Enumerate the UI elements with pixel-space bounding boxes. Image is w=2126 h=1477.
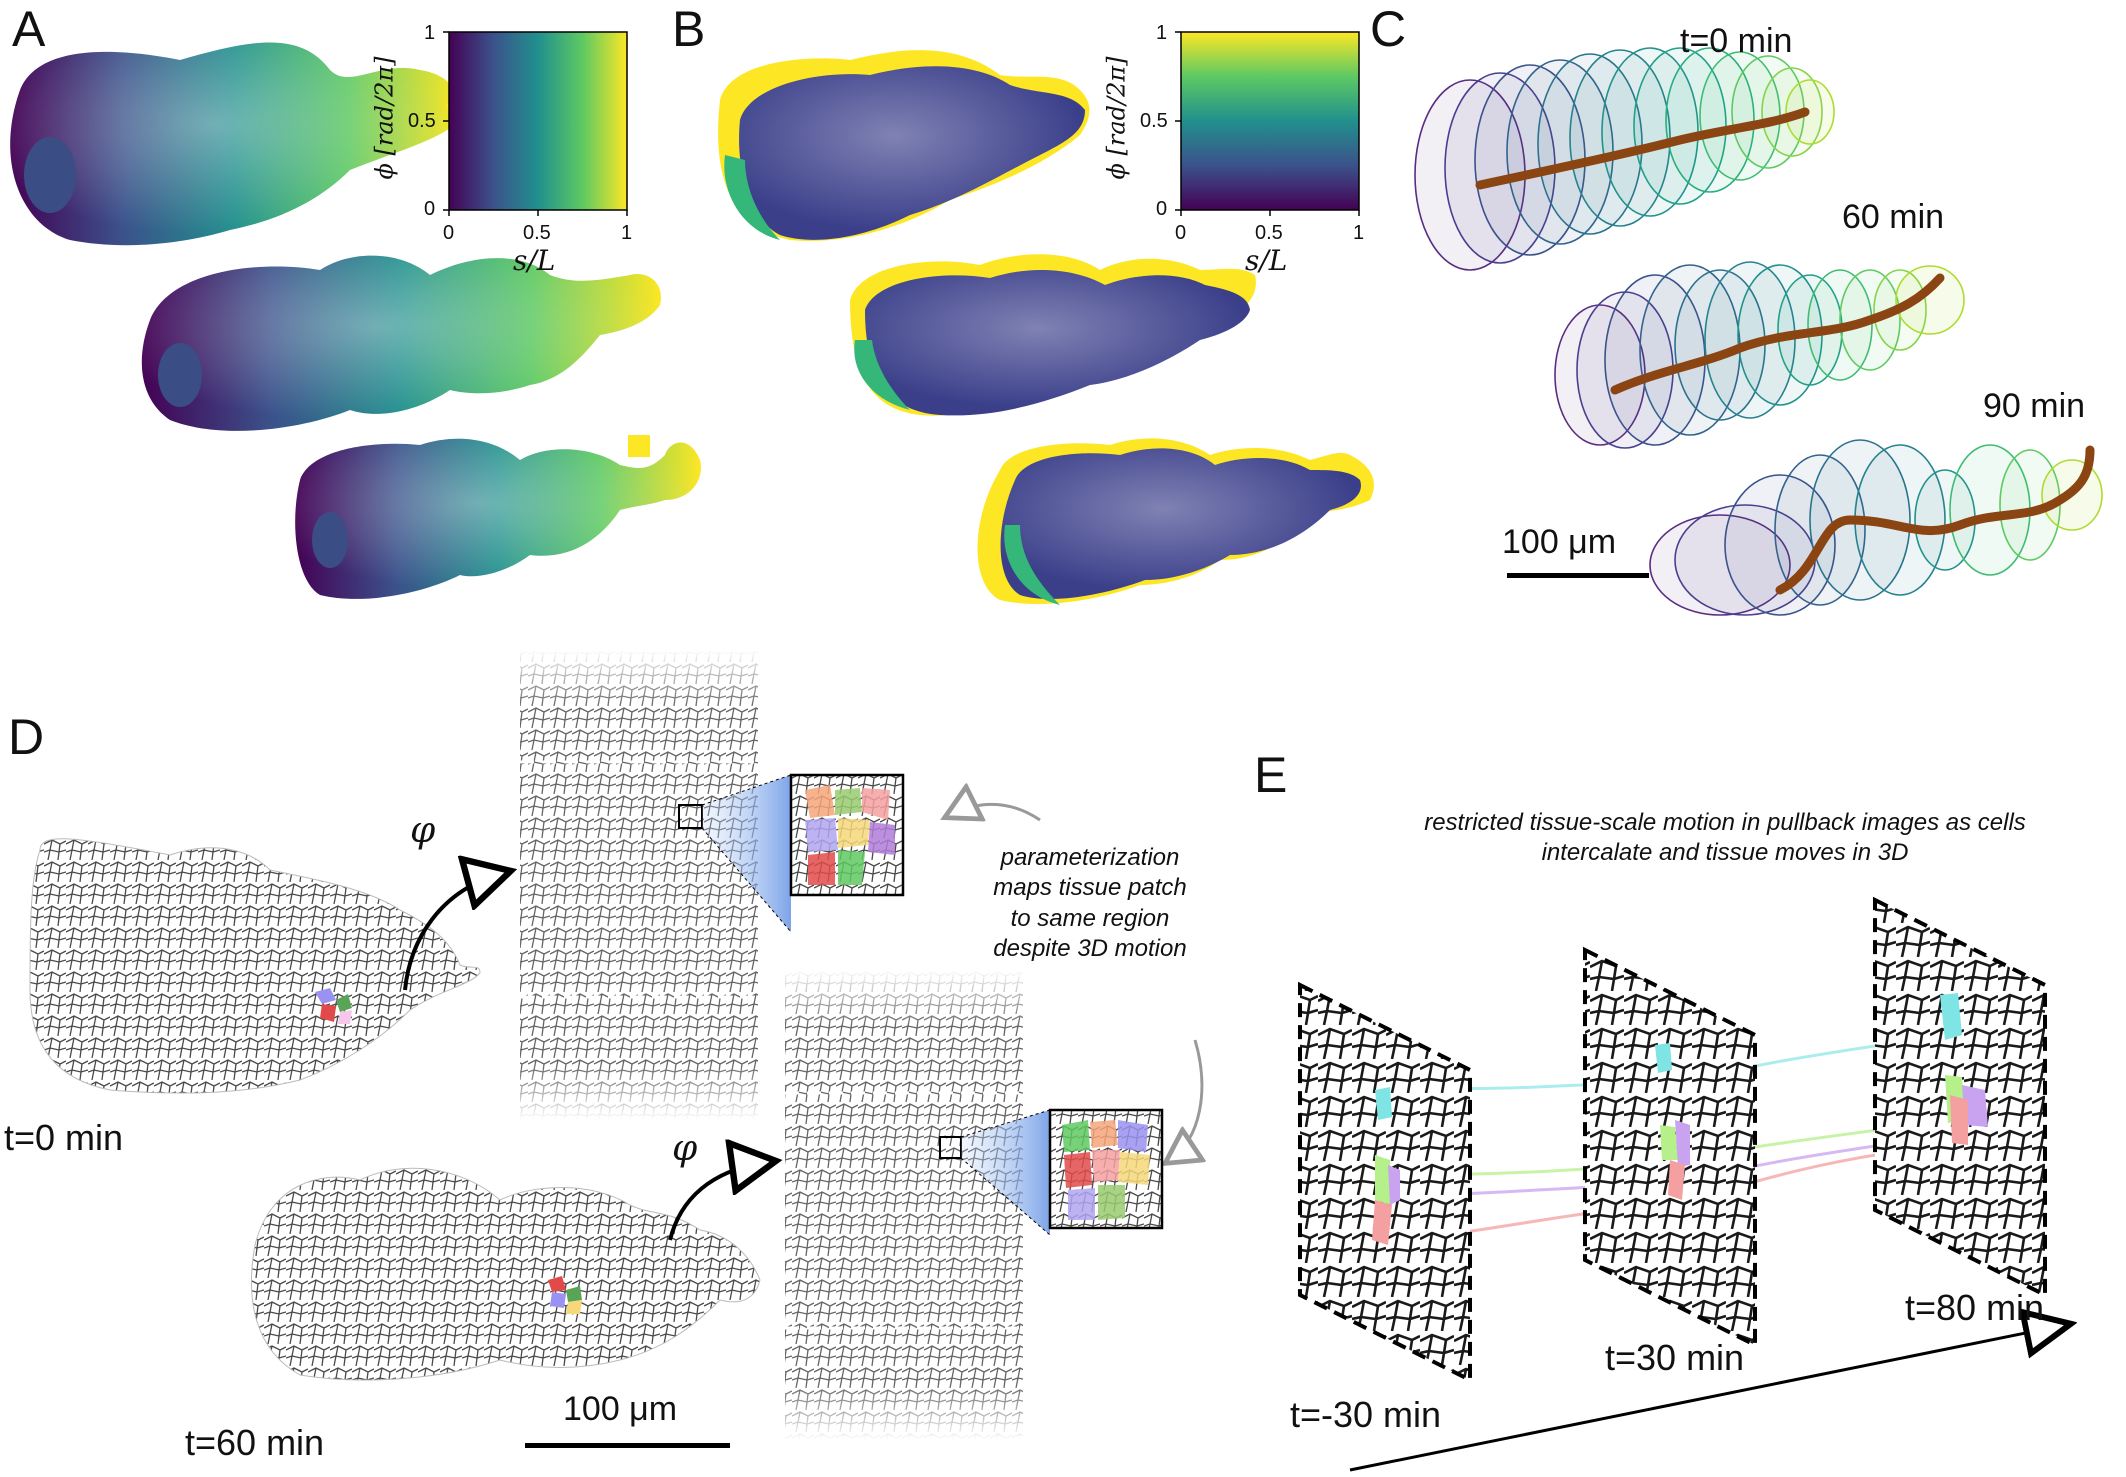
panel-c-scale-label: 100 μm [1502,523,1617,561]
panel-d-time-label: t=60 min [185,1422,325,1463]
panel-b-surfaces [718,50,1374,605]
colorbar-a-xlabel: s/L [513,244,556,277]
phi-label-bottom: φ [672,1128,698,1169]
panel-c-centerline-rings [1414,47,2103,616]
panel-e-time-label: t=30 min [1605,1337,1745,1378]
panel-d-time-label: t=0 min [4,1117,124,1158]
panel-c-time-label: t=0 min [1680,22,1793,60]
caption-line: intercalate and tissue moves in 3D [1541,839,1909,867]
colorbar-b-xtick: 1 [1353,222,1365,244]
annotation-line: maps tissue patch [993,874,1187,902]
panel-label-d: D [8,709,45,765]
annotation-line: despite 3D motion [993,935,1187,963]
panel-e-time-label: t=80 min [1905,1287,2045,1328]
colorbar-a-gradient [443,31,628,216]
panel-d-scale-label: 100 μm [563,1390,678,1428]
panel-label-c: C [1370,1,1407,57]
panel-a-surfaces [10,42,701,599]
colorbar-a-ytick: 0.5 [408,110,436,132]
annotation-arrow-bottom [1170,1039,1202,1160]
gut-surface-t60 [141,255,661,431]
colorbar-b-ylabel: ϕ [rad/2π] [1102,56,1131,180]
panel-d-annotation: parameterization maps tissue patch to sa… [975,843,1205,965]
zoom-fan-t0 [702,775,791,932]
colorbar-a-ylabel: ϕ [rad/2π] [370,56,399,180]
phi-arrow-t60 [668,1162,768,1241]
gut-surface-phi-t60 [850,254,1256,416]
annotation-line: parameterization [1000,844,1180,871]
gut-surface-phi-t90 [977,438,1374,605]
zoom-inset-t60 [1048,1108,1164,1230]
colorbar-b-xtick: 0 [1175,222,1187,244]
annotation-arrow-top [950,804,1041,820]
annotation-line: to same region [1010,904,1170,932]
ring-stack-t60 [1554,261,1965,449]
colorbar-a-xtick: 0.5 [523,222,551,244]
colorbar-b-ytick: 0 [1156,198,1168,220]
panel-e-time-label: t=-30 min [1290,1394,1442,1435]
phi-label-top: φ [410,810,436,851]
colorbar-b-ytick: 1 [1156,22,1168,44]
phi-arrow-t0 [403,873,503,991]
ring-stack-t0 [1414,47,1835,271]
ring-stack-t90 [1649,439,2103,616]
panel-e-graphics [1298,896,2120,1472]
panel-d-graphics [29,650,1202,1440]
colorbar-a-ytick: 1 [424,22,436,44]
gut-surface-phi-t0 [718,50,1090,241]
colorbar-b-xtick: 0.5 [1255,222,1283,244]
zoom-fan-t60 [961,1110,1050,1235]
pullback-image-t0 [520,650,758,1120]
panel-label-a: A [12,1,46,57]
cell-patch-t60 [548,1276,582,1314]
gut-image-t0 [29,838,481,1094]
colorbar-b-gradient [1175,31,1360,216]
colorbar-a-ytick: 0 [424,198,436,220]
colorbar-b-xlabel: s/L [1245,244,1288,277]
panel-label-b: B [672,1,706,57]
pullback-frame-t80 [1873,896,2047,1299]
zoom-inset-t0 [789,773,905,897]
colorbar-a-xtick: 0 [443,222,455,244]
panel-c-time-label: 90 min [1983,387,2086,425]
gut-image-t60 [250,1167,761,1381]
gut-surface-t0 [10,42,468,246]
pullback-frame-t30 [1583,946,1757,1349]
time-axis-arrow [1349,1325,2065,1472]
pullback-frame-t-30 [1298,981,1472,1384]
panel-d-scale-bar [525,1443,730,1448]
colorbar-b-ytick: 0.5 [1140,110,1168,132]
caption-line: restricted tissue-scale motion in pullba… [1424,809,2026,836]
pullback-image-t60 [785,970,1023,1440]
colorbar-a-xtick: 1 [621,222,633,244]
panel-label-e: E [1254,747,1288,803]
panel-e-caption: restricted tissue-scale motion in pullba… [1330,808,2120,869]
panel-c-time-label: 60 min [1842,198,1945,236]
gut-surface-t90 [295,435,701,599]
panel-c-scale-bar [1507,573,1649,578]
cell-patch-t0 [315,988,352,1024]
